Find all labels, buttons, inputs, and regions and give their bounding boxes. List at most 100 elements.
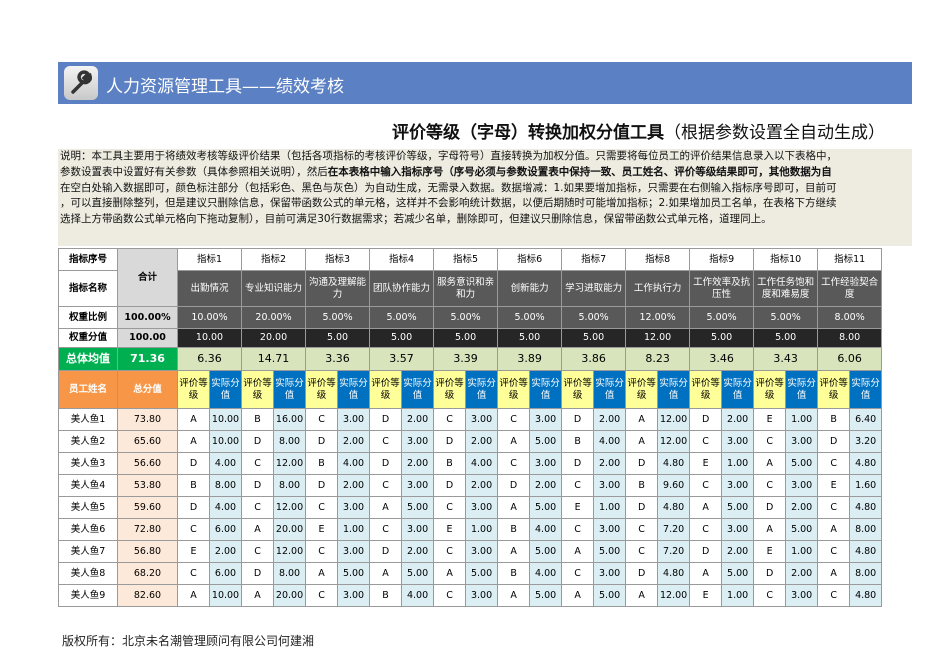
column-header: 评价等级 (625, 370, 659, 409)
column-header: 员工姓名 (58, 370, 118, 409)
score: 4.80 (657, 452, 691, 475)
table-row: 指标序号 合计 指标1 指标2 指标3 指标4 指标5 指标6 指标7 指标8 指标9 指标10 指标1… (58, 248, 883, 307)
column-header: 实际分值 (208, 370, 243, 409)
grade: C (369, 518, 403, 541)
grade: B (433, 452, 467, 475)
grade: E (689, 584, 723, 607)
column-header: 评价等级 (305, 370, 339, 409)
grade: A (241, 518, 275, 541)
score: 2.00 (721, 408, 755, 431)
employee-name: 美人鱼6 (58, 518, 118, 541)
grade: C (817, 584, 851, 607)
grade: E (177, 540, 210, 563)
score: 3.00 (401, 430, 435, 453)
grade: E (433, 518, 467, 541)
grade: A (561, 540, 595, 563)
indicator-name: 工作任务饱和度和难易度 (753, 270, 819, 307)
employee-name: 美人鱼5 (58, 496, 118, 519)
score: 2.00 (593, 408, 627, 431)
title-main: 评价等级（字母）转换加权分值工具 (392, 123, 664, 143)
grade: C (369, 474, 403, 497)
indicator-name: 创新能力 (497, 270, 563, 307)
table-row: 指标名称 出勤情况 专业知识能力 沟通及理解能力 团队协作能力 服务意识和亲和力 创新能力学… (58, 270, 883, 307)
grade: B (625, 474, 659, 497)
indicator-weight: 10.00 (176, 328, 243, 348)
table-row: 员工姓名 总分值 评价等级 实际分值 评价等级 实际分值 评价等级 实际分值 评价等级 实际分值评… (58, 370, 883, 409)
description-text: 选择上方带函数公式单元格向下拖动复制），目前可满足30行数据需求；若减少名单，删… (60, 213, 772, 226)
score: 4.00 (208, 452, 243, 475)
row-label: 权重比例 (58, 306, 118, 329)
score: 10.00 (208, 430, 243, 453)
indicator-ratio: 5.00% (305, 306, 371, 329)
grade: A (305, 562, 339, 585)
score: 4.80 (657, 496, 691, 519)
indicator-ratio: 5.00% (753, 306, 819, 329)
score: 9.60 (657, 474, 691, 497)
grade: D (305, 430, 339, 453)
employee-name: 美人鱼3 (58, 452, 118, 475)
score: 3.00 (785, 474, 819, 497)
employee-name: 美人鱼4 (58, 474, 118, 497)
grade: A (753, 518, 787, 541)
description-line: 选择上方带函数公式单元格向下拖动复制），目前可满足30行数据需求；若减少名单，删… (60, 212, 912, 228)
indicator-weight: 5.00 (561, 328, 627, 348)
score: 5.00 (785, 452, 819, 475)
score: 2.00 (529, 474, 563, 497)
grade: C (177, 562, 210, 585)
table-row: 权重分值 100.00 10.00 20.00 5.00 5.00 5.00 5.00 5.00… (58, 328, 883, 348)
indicator-average: 3.57 (369, 347, 435, 371)
score: 4.80 (849, 540, 883, 563)
footer: 版权所有：北京未名潮管理顾问有限公司何建湘 (62, 634, 315, 648)
score: 4.00 (593, 430, 627, 453)
total-label: 合计 (117, 248, 178, 307)
grade: A (497, 540, 531, 563)
grade: C (305, 584, 339, 607)
grade: D (177, 496, 210, 519)
grade: E (817, 474, 851, 497)
score: 6.00 (208, 518, 243, 541)
indicator-ratio: 5.00% (433, 306, 499, 329)
row-label: 权重分值 (58, 328, 118, 348)
indicator-index: 指标6 (497, 248, 563, 271)
indicator-average: 3.36 (305, 347, 371, 371)
indicator-weight: 5.00 (305, 328, 371, 348)
grade: D (241, 474, 275, 497)
header-bar: 人力资源管理工具——绩效考核 (58, 62, 912, 104)
grade: E (305, 518, 339, 541)
grade: D (305, 474, 339, 497)
score: 3.00 (465, 584, 499, 607)
score: 2.00 (465, 474, 499, 497)
score: 3.00 (401, 518, 435, 541)
indicator-ratio: 8.00% (817, 306, 883, 329)
indicator-weight: 5.00 (753, 328, 819, 348)
grade: A (753, 452, 787, 475)
grade: D (561, 452, 595, 475)
score: 6.40 (849, 408, 883, 431)
indicator-ratio: 20.00% (241, 306, 307, 329)
grade: C (561, 518, 595, 541)
grade: C (241, 496, 275, 519)
score: 3.00 (593, 562, 627, 585)
score: 3.20 (849, 430, 883, 453)
score: 3.00 (465, 540, 499, 563)
grade: D (625, 562, 659, 585)
indicator-weight: 5.00 (689, 328, 755, 348)
grade: A (369, 496, 403, 519)
employee-name: 美人鱼8 (58, 562, 118, 585)
table-row: 美人鱼9 82.60 A 10.00 A 20.00 C 3.00 B 4.00 C 3.00 A 5.0… (58, 584, 883, 607)
score: 3.00 (529, 452, 563, 475)
column-header: 总分值 (117, 370, 178, 409)
indicator-average: 3.46 (689, 347, 755, 371)
grade: C (497, 452, 531, 475)
employee-total: 82.60 (117, 584, 178, 607)
score: 3.00 (337, 496, 371, 519)
grade: D (561, 408, 595, 431)
column-header: 实际分值 (721, 370, 755, 409)
column-header: 评价等级 (753, 370, 787, 409)
indicator-average: 8.23 (625, 347, 691, 371)
score: 4.00 (465, 452, 499, 475)
grade: D (433, 430, 467, 453)
score: 1.00 (593, 496, 627, 519)
score: 12.00 (657, 584, 691, 607)
score: 12.00 (273, 496, 307, 519)
